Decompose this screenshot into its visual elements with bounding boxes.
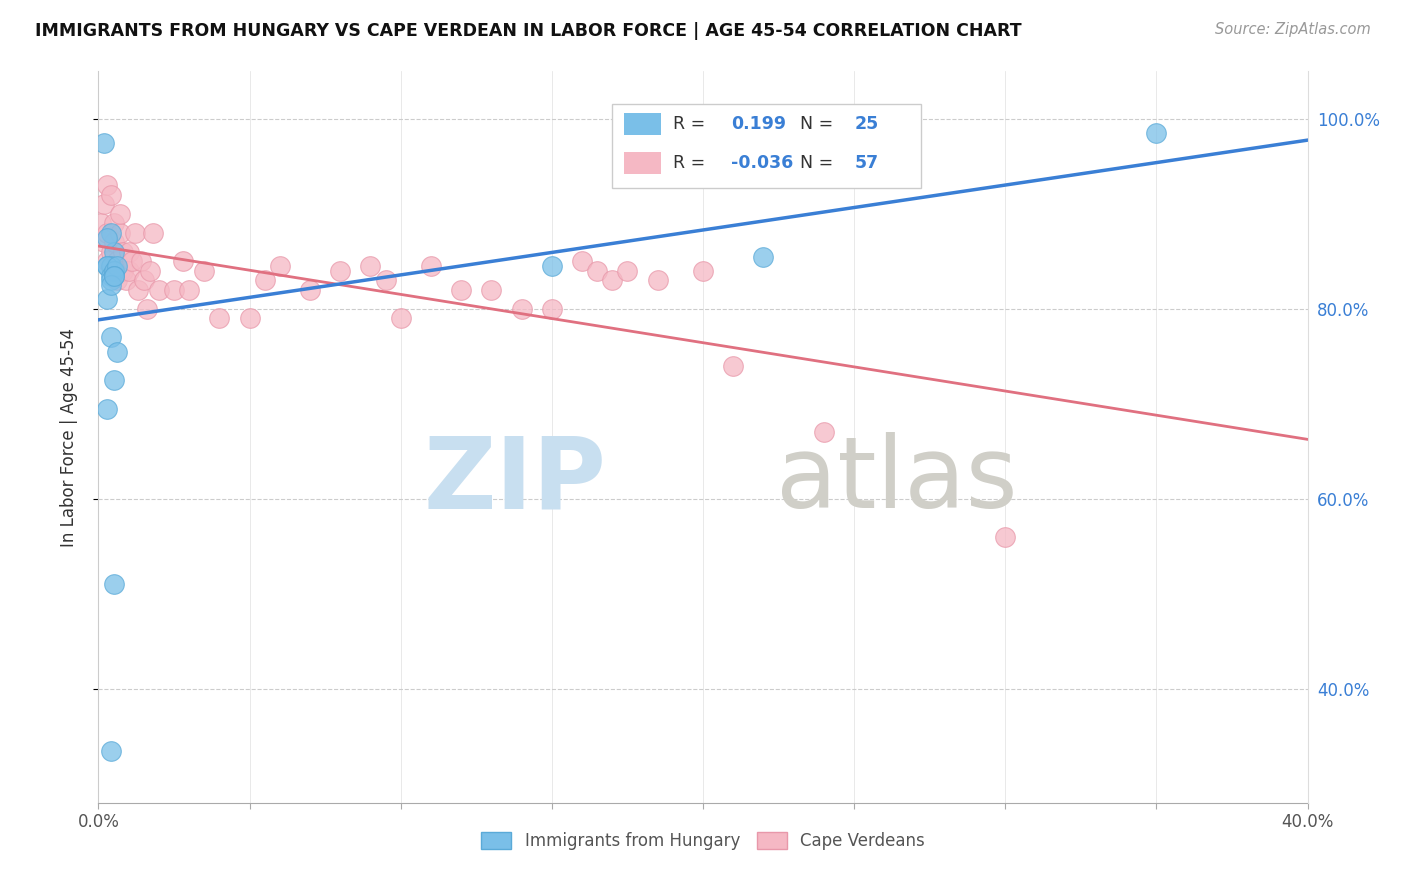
Point	[103, 577, 125, 591]
Text: 25: 25	[855, 115, 879, 133]
Point	[540, 301, 562, 316]
Point	[100, 743, 122, 757]
Point	[103, 264, 125, 278]
Point	[299, 283, 322, 297]
Point	[389, 311, 412, 326]
Point	[96, 259, 118, 273]
Point	[118, 244, 141, 259]
Point	[96, 293, 118, 307]
Point	[100, 273, 122, 287]
Legend: Immigrants from Hungary, Cape Verdeans: Immigrants from Hungary, Cape Verdeans	[475, 825, 931, 856]
Point	[108, 207, 131, 221]
Point	[100, 278, 122, 293]
FancyBboxPatch shape	[613, 104, 921, 188]
Point	[571, 254, 593, 268]
Point	[420, 259, 443, 273]
Point	[103, 244, 125, 259]
Text: N =: N =	[800, 153, 832, 172]
Point	[96, 226, 118, 240]
Text: R =: R =	[672, 153, 704, 172]
Point	[994, 530, 1017, 544]
Point	[172, 254, 194, 268]
Point	[239, 311, 262, 326]
Point	[103, 235, 125, 250]
Point	[510, 301, 533, 316]
Point	[96, 254, 118, 268]
Point	[148, 283, 170, 297]
Bar	[624, 152, 661, 174]
Text: 57: 57	[855, 153, 879, 172]
Point	[100, 330, 122, 344]
Point	[269, 259, 291, 273]
Point	[752, 250, 775, 264]
Point	[105, 344, 128, 359]
Point	[179, 283, 201, 297]
Point	[96, 178, 118, 193]
Point	[450, 283, 472, 297]
Point	[132, 273, 155, 287]
Text: atlas: atlas	[776, 433, 1017, 530]
Point	[100, 268, 122, 283]
Point	[813, 425, 835, 440]
Point	[193, 264, 215, 278]
Point	[163, 283, 186, 297]
Point	[90, 216, 112, 230]
Point	[103, 264, 125, 278]
Point	[481, 283, 503, 297]
Point	[139, 264, 162, 278]
Text: IMMIGRANTS FROM HUNGARY VS CAPE VERDEAN IN LABOR FORCE | AGE 45-54 CORRELATION C: IMMIGRANTS FROM HUNGARY VS CAPE VERDEAN …	[35, 22, 1022, 40]
Point	[93, 136, 115, 150]
Point	[329, 264, 352, 278]
Point	[103, 264, 125, 278]
Point	[647, 273, 669, 287]
Text: -0.036: -0.036	[731, 153, 793, 172]
Point	[540, 259, 562, 273]
Point	[142, 226, 165, 240]
Y-axis label: In Labor Force | Age 45-54: In Labor Force | Age 45-54	[59, 327, 77, 547]
Text: 0.199: 0.199	[731, 115, 786, 133]
Point	[105, 259, 128, 273]
Point	[118, 264, 141, 278]
Point	[114, 273, 136, 287]
Point	[723, 359, 745, 373]
Point	[129, 254, 152, 268]
Point	[96, 401, 118, 416]
Point	[586, 264, 609, 278]
Point	[692, 264, 714, 278]
Point	[96, 230, 118, 244]
Point	[103, 216, 125, 230]
Point	[100, 226, 122, 240]
Point	[93, 235, 115, 250]
Text: N =: N =	[800, 115, 832, 133]
Point	[105, 273, 128, 287]
Point	[103, 373, 125, 387]
Point	[135, 301, 157, 316]
Text: Source: ZipAtlas.com: Source: ZipAtlas.com	[1215, 22, 1371, 37]
Point	[108, 226, 131, 240]
Point	[103, 268, 125, 283]
Point	[105, 254, 128, 268]
Point	[253, 273, 276, 287]
Point	[124, 226, 146, 240]
Point	[208, 311, 231, 326]
Point	[111, 264, 134, 278]
Point	[111, 244, 134, 259]
Point	[127, 283, 149, 297]
Point	[103, 268, 125, 283]
Text: ZIP: ZIP	[423, 433, 606, 530]
Point	[1144, 126, 1167, 140]
Point	[374, 273, 396, 287]
Point	[100, 259, 122, 273]
Point	[96, 259, 118, 273]
Point	[360, 259, 382, 273]
Point	[602, 273, 624, 287]
Point	[616, 264, 638, 278]
Point	[108, 264, 131, 278]
Text: R =: R =	[672, 115, 704, 133]
Point	[100, 187, 122, 202]
Bar	[624, 113, 661, 135]
Point	[93, 197, 115, 211]
Point	[121, 254, 143, 268]
Point	[100, 244, 122, 259]
